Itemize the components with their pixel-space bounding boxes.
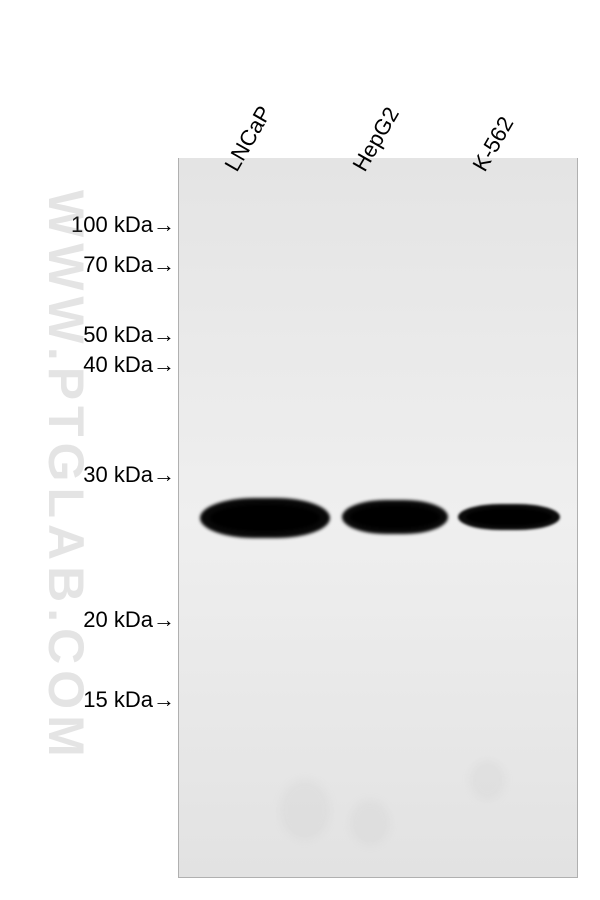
arrow-right-icon: → <box>153 212 175 238</box>
protein-band-core <box>210 504 319 532</box>
protein-band-core <box>350 505 439 529</box>
arrow-right-icon: → <box>153 687 175 713</box>
membrane-smudge <box>280 780 330 840</box>
mw-marker-label: 20 kDa→ <box>83 607 175 633</box>
protein-band <box>458 504 560 530</box>
arrow-right-icon: → <box>153 607 175 633</box>
mw-marker-label: 50 kDa→ <box>83 322 175 348</box>
protein-band <box>200 498 330 538</box>
mw-marker-label: 30 kDa→ <box>83 462 175 488</box>
protein-band-core <box>466 508 552 526</box>
arrow-right-icon: → <box>153 252 175 278</box>
protein-band <box>342 500 448 534</box>
membrane-smudge <box>350 800 390 845</box>
arrow-right-icon: → <box>153 462 175 488</box>
figure-root: LNCaPHepG2K-562 100 kDa→70 kDa→50 kDa→40… <box>0 0 600 900</box>
arrow-right-icon: → <box>153 352 175 378</box>
mw-marker-label: 40 kDa→ <box>83 352 175 378</box>
mw-marker-label: 15 kDa→ <box>83 687 175 713</box>
arrow-right-icon: → <box>153 322 175 348</box>
membrane-smudge <box>470 760 505 800</box>
watermark-text: WWW.PTGLAB.COM <box>37 190 95 763</box>
mw-marker-label: 70 kDa→ <box>83 252 175 278</box>
